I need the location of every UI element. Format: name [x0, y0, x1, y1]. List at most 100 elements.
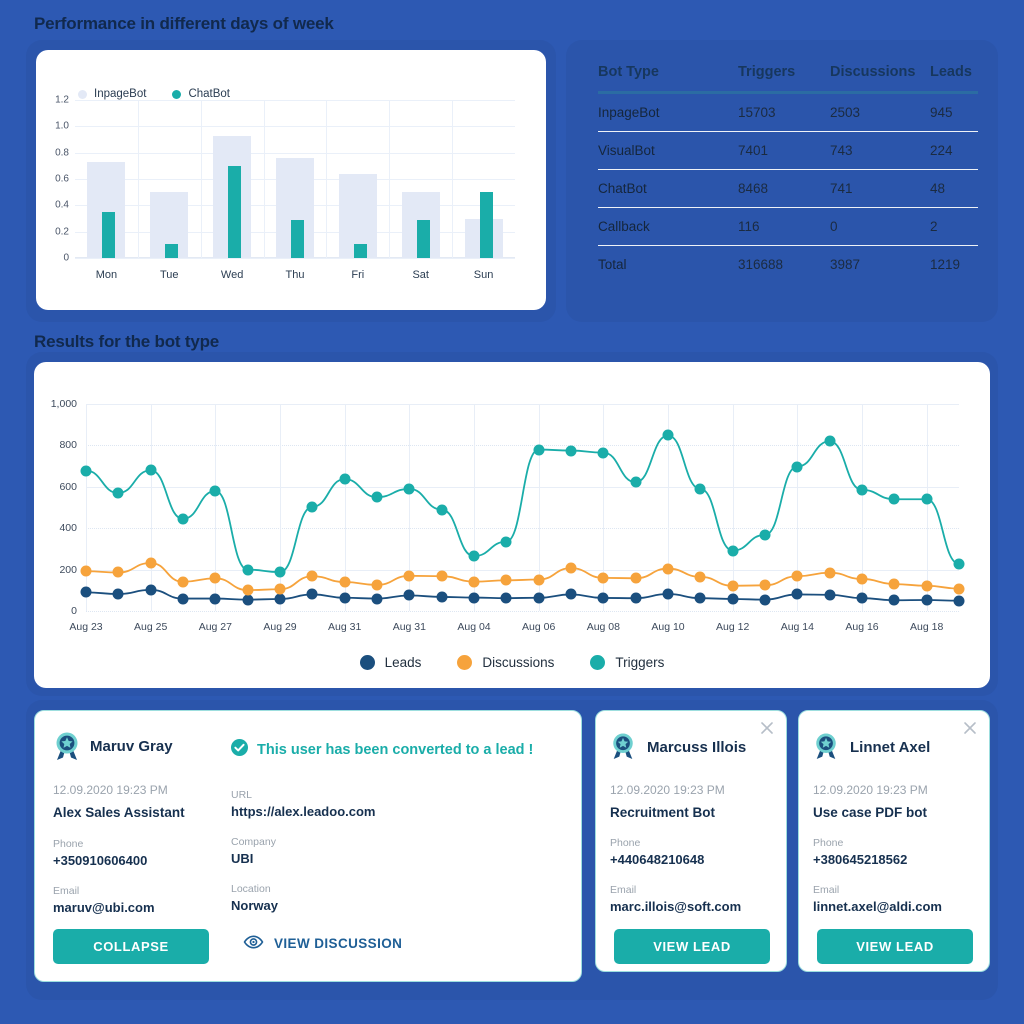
- data-point-discussions[interactable]: [694, 571, 706, 583]
- bar-group-sat[interactable]: Sat: [401, 100, 440, 281]
- data-point-triggers[interactable]: [468, 550, 480, 562]
- data-point-triggers[interactable]: [209, 485, 221, 497]
- data-point-discussions[interactable]: [436, 570, 448, 582]
- data-point-discussions[interactable]: [371, 579, 383, 591]
- data-point-triggers[interactable]: [274, 566, 286, 578]
- data-point-leads[interactable]: [403, 589, 415, 601]
- bar-group-tue[interactable]: Tue: [150, 100, 189, 281]
- data-point-discussions[interactable]: [274, 583, 286, 595]
- data-point-leads[interactable]: [888, 594, 900, 606]
- data-point-leads[interactable]: [565, 588, 577, 600]
- legend-item-chatbot[interactable]: ChatBot: [172, 88, 230, 100]
- data-point-leads[interactable]: [727, 593, 739, 605]
- data-point-discussions[interactable]: [597, 572, 609, 584]
- data-point-discussions[interactable]: [921, 580, 933, 592]
- data-point-discussions[interactable]: [339, 576, 351, 588]
- data-point-discussions[interactable]: [403, 570, 415, 582]
- data-point-leads[interactable]: [662, 588, 674, 600]
- data-point-discussions[interactable]: [662, 563, 674, 575]
- data-point-discussions[interactable]: [565, 562, 577, 574]
- data-point-discussions[interactable]: [791, 570, 803, 582]
- data-point-leads[interactable]: [500, 592, 512, 604]
- data-point-discussions[interactable]: [888, 578, 900, 590]
- data-point-triggers[interactable]: [727, 545, 739, 557]
- data-point-triggers[interactable]: [921, 493, 933, 505]
- data-point-triggers[interactable]: [403, 483, 415, 495]
- data-point-discussions[interactable]: [759, 579, 771, 591]
- data-point-leads[interactable]: [921, 594, 933, 606]
- table-row[interactable]: Total 316688 3987 1219: [598, 246, 978, 284]
- data-point-leads[interactable]: [824, 589, 836, 601]
- data-point-leads[interactable]: [759, 594, 771, 606]
- close-icon[interactable]: [962, 720, 978, 736]
- data-point-leads[interactable]: [274, 593, 286, 605]
- data-point-leads[interactable]: [112, 588, 124, 600]
- bar-group-wed[interactable]: Wed: [213, 100, 252, 281]
- close-icon[interactable]: [759, 720, 775, 736]
- data-point-discussions[interactable]: [209, 572, 221, 584]
- legend-item-inpagebot[interactable]: InpageBot: [78, 88, 146, 100]
- data-point-triggers[interactable]: [177, 513, 189, 525]
- table-row[interactable]: VisualBot 7401 743 224: [598, 131, 978, 170]
- data-point-triggers[interactable]: [80, 465, 92, 477]
- column-header-discussions[interactable]: Discussions: [830, 64, 930, 94]
- data-point-triggers[interactable]: [630, 476, 642, 488]
- data-point-discussions[interactable]: [468, 576, 480, 588]
- column-header-triggers[interactable]: Triggers: [738, 64, 830, 94]
- data-point-discussions[interactable]: [953, 583, 965, 595]
- data-point-triggers[interactable]: [145, 464, 157, 476]
- data-point-discussions[interactable]: [630, 572, 642, 584]
- table-row[interactable]: ChatBot 8468 741 48: [598, 169, 978, 208]
- data-point-triggers[interactable]: [856, 484, 868, 496]
- data-point-discussions[interactable]: [242, 584, 254, 596]
- data-point-leads[interactable]: [597, 592, 609, 604]
- bar-group-mon[interactable]: Mon: [87, 100, 126, 281]
- data-point-discussions[interactable]: [533, 574, 545, 586]
- column-header-leads[interactable]: Leads: [930, 64, 978, 94]
- data-point-discussions[interactable]: [177, 576, 189, 588]
- data-point-discussions[interactable]: [727, 580, 739, 592]
- data-point-triggers[interactable]: [371, 491, 383, 503]
- data-point-triggers[interactable]: [694, 483, 706, 495]
- data-point-leads[interactable]: [371, 593, 383, 605]
- data-point-leads[interactable]: [177, 593, 189, 605]
- legend-item-leads[interactable]: Leads: [359, 655, 421, 670]
- data-point-triggers[interactable]: [597, 447, 609, 459]
- data-point-triggers[interactable]: [533, 444, 545, 456]
- data-point-discussions[interactable]: [500, 574, 512, 586]
- data-point-triggers[interactable]: [306, 501, 318, 513]
- data-point-discussions[interactable]: [112, 566, 124, 578]
- data-point-discussions[interactable]: [856, 573, 868, 585]
- data-point-triggers[interactable]: [436, 504, 448, 516]
- legend-item-triggers[interactable]: Triggers: [590, 655, 664, 670]
- data-point-triggers[interactable]: [759, 529, 771, 541]
- data-point-triggers[interactable]: [888, 493, 900, 505]
- data-point-leads[interactable]: [791, 588, 803, 600]
- data-point-discussions[interactable]: [145, 557, 157, 569]
- data-point-leads[interactable]: [306, 588, 318, 600]
- data-point-leads[interactable]: [242, 594, 254, 606]
- data-point-leads[interactable]: [145, 584, 157, 596]
- data-point-discussions[interactable]: [80, 565, 92, 577]
- data-point-discussions[interactable]: [824, 567, 836, 579]
- field-value[interactable]: https://alex.leadoo.com: [231, 804, 376, 819]
- data-point-triggers[interactable]: [112, 487, 124, 499]
- data-point-leads[interactable]: [630, 592, 642, 604]
- view-discussion-button[interactable]: VIEW DISCUSSION: [243, 935, 402, 952]
- data-point-triggers[interactable]: [565, 445, 577, 457]
- data-point-triggers[interactable]: [339, 473, 351, 485]
- data-point-triggers[interactable]: [662, 429, 674, 441]
- bar-group-fri[interactable]: Fri: [338, 100, 377, 281]
- view-lead-button[interactable]: VIEW LEAD: [614, 929, 770, 964]
- bar-group-sun[interactable]: Sun: [464, 100, 503, 281]
- data-point-discussions[interactable]: [306, 570, 318, 582]
- data-point-triggers[interactable]: [242, 564, 254, 576]
- data-point-leads[interactable]: [339, 592, 351, 604]
- data-point-leads[interactable]: [694, 592, 706, 604]
- data-point-triggers[interactable]: [791, 461, 803, 472]
- data-point-leads[interactable]: [80, 586, 92, 598]
- data-point-leads[interactable]: [856, 592, 868, 604]
- collapse-button[interactable]: COLLAPSE: [53, 929, 209, 964]
- view-lead-button[interactable]: VIEW LEAD: [817, 929, 973, 964]
- bar-group-thu[interactable]: Thu: [276, 100, 314, 281]
